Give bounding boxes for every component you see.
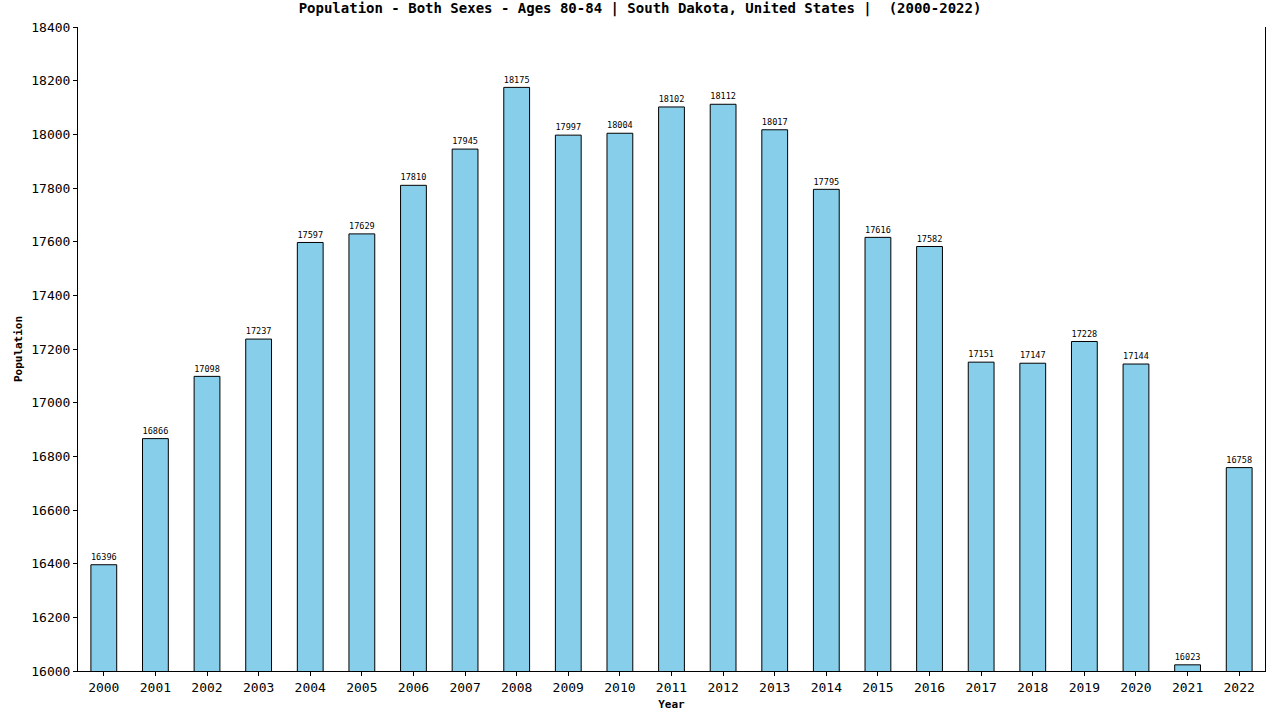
svg-text:16000: 16000 <box>31 664 70 679</box>
svg-text:2010: 2010 <box>604 680 635 695</box>
svg-text:18400: 18400 <box>31 20 70 35</box>
svg-text:2011: 2011 <box>656 680 687 695</box>
svg-text:17597: 17597 <box>297 230 323 240</box>
svg-text:2016: 2016 <box>914 680 945 695</box>
svg-text:18000: 18000 <box>31 127 70 142</box>
svg-text:17795: 17795 <box>813 177 839 187</box>
svg-text:2012: 2012 <box>707 680 738 695</box>
svg-text:17200: 17200 <box>31 342 70 357</box>
svg-text:17810: 17810 <box>401 172 427 182</box>
svg-text:18004: 18004 <box>607 120 633 130</box>
svg-text:17945: 17945 <box>452 136 478 146</box>
svg-text:Population: Population <box>12 316 25 382</box>
svg-text:2005: 2005 <box>346 680 377 695</box>
svg-text:17228: 17228 <box>1072 329 1098 339</box>
svg-text:17582: 17582 <box>917 234 943 244</box>
svg-text:17098: 17098 <box>194 364 220 374</box>
svg-text:2017: 2017 <box>965 680 996 695</box>
svg-text:2019: 2019 <box>1069 680 1100 695</box>
svg-text:16396: 16396 <box>91 552 117 562</box>
svg-text:2021: 2021 <box>1172 680 1203 695</box>
svg-text:17616: 17616 <box>865 225 891 235</box>
svg-text:2004: 2004 <box>295 680 326 695</box>
svg-text:2006: 2006 <box>398 680 429 695</box>
svg-text:2001: 2001 <box>140 680 171 695</box>
svg-text:16758: 16758 <box>1226 455 1252 465</box>
svg-text:16600: 16600 <box>31 503 70 518</box>
svg-text:17600: 17600 <box>31 234 70 249</box>
svg-text:2009: 2009 <box>553 680 584 695</box>
svg-text:2007: 2007 <box>449 680 480 695</box>
svg-text:16866: 16866 <box>143 426 169 436</box>
svg-text:17629: 17629 <box>349 221 375 231</box>
svg-text:Year: Year <box>658 698 685 711</box>
svg-text:17400: 17400 <box>31 288 70 303</box>
svg-text:2013: 2013 <box>759 680 790 695</box>
svg-text:18017: 18017 <box>762 117 788 127</box>
svg-text:2015: 2015 <box>862 680 893 695</box>
svg-text:17147: 17147 <box>1020 350 1046 360</box>
svg-text:2008: 2008 <box>501 680 532 695</box>
svg-text:17237: 17237 <box>246 326 272 336</box>
svg-text:18102: 18102 <box>659 94 685 104</box>
svg-text:16200: 16200 <box>31 610 70 625</box>
svg-text:2000: 2000 <box>88 680 119 695</box>
svg-text:2014: 2014 <box>811 680 842 695</box>
svg-text:17997: 17997 <box>555 122 581 132</box>
svg-text:2020: 2020 <box>1120 680 1151 695</box>
svg-text:16400: 16400 <box>31 556 70 571</box>
svg-text:Population - Both Sexes - Ages: Population - Both Sexes - Ages 80-84 | S… <box>299 0 982 17</box>
svg-text:2018: 2018 <box>1017 680 1048 695</box>
svg-text:17144: 17144 <box>1123 351 1149 361</box>
svg-text:18200: 18200 <box>31 73 70 88</box>
svg-text:17151: 17151 <box>968 349 994 359</box>
svg-text:16800: 16800 <box>31 449 70 464</box>
svg-text:18175: 18175 <box>504 75 530 85</box>
svg-text:2003: 2003 <box>243 680 274 695</box>
svg-text:17800: 17800 <box>31 181 70 196</box>
svg-text:17000: 17000 <box>31 395 70 410</box>
svg-text:2002: 2002 <box>191 680 222 695</box>
svg-text:16023: 16023 <box>1175 652 1201 662</box>
svg-text:2022: 2022 <box>1224 680 1255 695</box>
svg-text:18112: 18112 <box>710 91 736 101</box>
